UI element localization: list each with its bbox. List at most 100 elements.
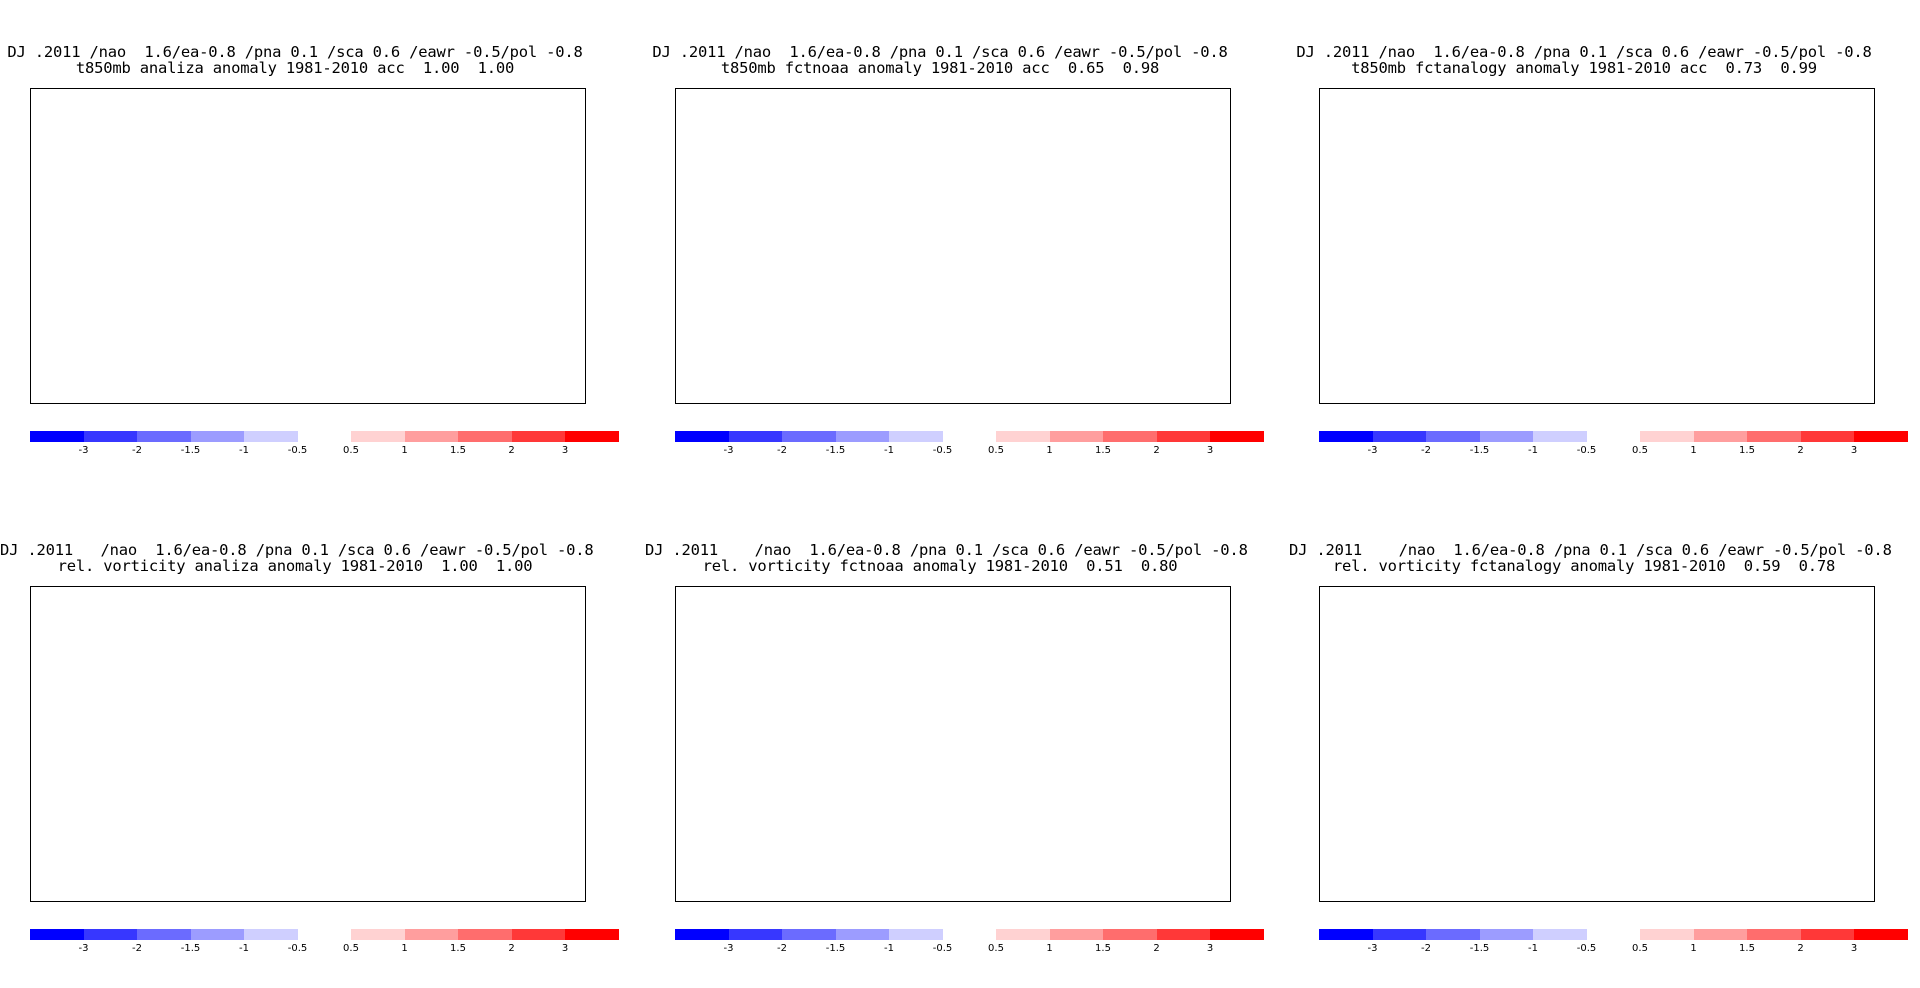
colorbar-cell [1426,431,1480,442]
colorbar-tick-label: -2 [777,943,787,954]
map-canvas [676,587,1230,901]
map-panel-5: DJ .2011 /nao 1.6/ea-0.8 /pna 0.1 /sca 0… [645,498,1264,958]
colorbar-cell [511,431,565,442]
anomaly-field [1320,587,1874,901]
colorbar-cell [1479,431,1533,442]
colorbar-tick-label: -2 [777,445,787,456]
colorbar-cell [297,431,351,442]
colorbar-cell [351,929,405,940]
colorbar-cell [190,929,244,940]
colorbar-tick-label: 3 [1850,445,1858,456]
colorbar-tick-label: 2 [1797,445,1804,456]
colorbar-cell [1747,431,1801,442]
colorbar-tick-label: 0.5 [988,445,1004,456]
colorbar-cell [675,431,729,442]
colorbar-cell [404,929,458,940]
colorbar-tick-label: -3 [723,445,734,456]
colorbar-tick-label: -3 [1367,943,1378,954]
colorbar-cell [458,431,512,442]
map-canvas [1320,587,1874,901]
colorbar-tick-label: 2 [1153,943,1160,954]
colorbar-tick-label: -1 [239,943,249,954]
colorbar-cell [1210,431,1264,442]
colorbar-cell [728,431,782,442]
colorbar-tick-label: -1 [884,943,894,954]
colorbar-tick-label: 2 [508,445,515,456]
colorbar-cell [1586,929,1640,940]
colorbar-tick-label: -3 [1367,445,1378,456]
colorbar-tick-label: 0.5 [988,943,1004,954]
colorbar-tick-label: 3 [1206,445,1214,456]
colorbar-cell [1747,929,1801,940]
colorbar-tick-label: -2 [1421,943,1431,954]
colorbar-tick-label: -3 [78,445,89,456]
colorbar-cell [835,431,889,442]
map-panel-4: DJ .2011 /nao 1.6/ea-0.8 /pna 0.1 /sca 0… [0,498,619,958]
colorbar-cell [244,929,298,940]
colorbar-tick-label: 1.5 [450,943,466,954]
colorbar: -3 -2 -1.5 -1 -0.5 0.5 1 1.5 2 3 [1319,929,1908,959]
anomaly-field [676,89,1230,403]
colorbar-cell [889,929,943,940]
colorbar-cell [1854,929,1908,940]
colorbar-tick-label: -0.5 [287,943,308,954]
colorbar-cell [1800,929,1854,940]
colorbar-tick-label: -1.5 [1469,445,1490,456]
colorbar: -3 -2 -1.5 -1 -0.5 0.5 1 1.5 2 3 [30,431,619,461]
panel-title-line2: t850mb analiza anomaly 1981-2010 acc 1.0… [75,59,515,77]
colorbar-cell [1854,431,1908,442]
colorbar: -3 -2 -1.5 -1 -0.5 0.5 1 1.5 2 3 [675,929,1264,959]
map-panel-3: DJ .2011 /nao 1.6/ea-0.8 /pna 0.1 /sca 0… [1289,0,1908,460]
colorbar-cell [1640,431,1694,442]
colorbar-tick-label: -0.5 [932,943,953,954]
map-frame [30,586,586,902]
colorbar-cell [1049,431,1103,442]
colorbar-tick-label: -1 [884,445,894,456]
map-canvas [1320,89,1874,403]
colorbar-cell [1210,929,1264,940]
colorbar-tick-label: 1 [1690,943,1697,954]
colorbar-tick-label: -0.5 [287,445,308,456]
colorbar-cell [835,929,889,940]
panel-title-line1: DJ .2011 /nao 1.6/ea-0.8 /pna 0.1 /sca 0… [652,43,1228,61]
colorbar-cell [190,431,244,442]
colorbar-cell [996,929,1050,940]
colorbar: -3 -2 -1.5 -1 -0.5 0.5 1 1.5 2 3 [1319,431,1908,461]
colorbar-cell [1372,929,1426,940]
map-panel-6: DJ .2011 /nao 1.6/ea-0.8 /pna 0.1 /sca 0… [1289,498,1908,958]
colorbar-cell [83,431,137,442]
anomaly-field [31,587,585,901]
colorbar-cell [889,431,943,442]
colorbar-cell [1479,929,1533,940]
colorbar-tick-label: 0.5 [1632,445,1648,456]
map-frame [1319,586,1875,902]
colorbar-tick-label: 1.5 [450,445,466,456]
colorbar-cell [1693,929,1747,940]
colorbar-tick-label: 0.5 [1632,943,1648,954]
colorbar-tick-label: -2 [132,445,142,456]
panel-title-line2: rel. vorticity fctanalogy anomaly 1981-2… [1332,557,1836,575]
colorbar-tick-label: -0.5 [932,445,953,456]
map-canvas [676,89,1230,403]
colorbar-tick-label: -2 [1421,445,1431,456]
colorbar-tick-label: -3 [723,943,734,954]
panel-title-line1: DJ .2011 /nao 1.6/ea-0.8 /pna 0.1 /sca 0… [7,43,583,61]
colorbar-cell [404,431,458,442]
colorbar-cell [1103,431,1157,442]
map-canvas [31,587,585,901]
colorbar-cell [1156,431,1210,442]
map-canvas [31,89,585,403]
map-frame [675,88,1231,404]
colorbar-cell [244,431,298,442]
colorbar-cell [511,929,565,940]
colorbar-tick-label: 1 [1690,445,1697,456]
colorbar-tick-label: -2 [132,943,142,954]
anomaly-field [31,89,585,403]
colorbar-tick-label: -0.5 [1576,445,1597,456]
colorbar-tick-label: 1.5 [1095,445,1111,456]
colorbar-cell [1800,431,1854,442]
colorbar-cell [1319,929,1373,940]
colorbar-tick-label: -1 [1528,943,1538,954]
colorbar-tick-label: -1.5 [825,943,846,954]
colorbar-cell [1533,929,1587,940]
